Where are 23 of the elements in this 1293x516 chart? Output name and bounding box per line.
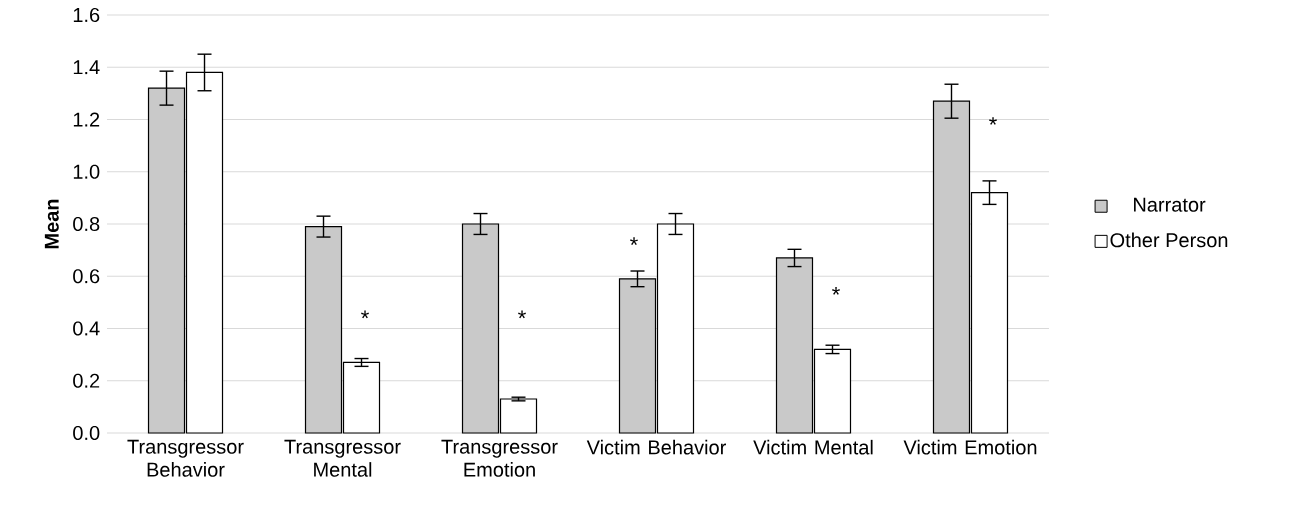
x-tick-label: Victim Mental: [753, 439, 873, 455]
y-tick-label: 1.4: [73, 60, 100, 75]
x-tick-label: Victim Emotion: [903, 439, 1037, 455]
y-tick-label: 0.8: [73, 216, 100, 232]
y-tick-label: 0.6: [73, 269, 100, 284]
y-tick-label: 1.6: [73, 7, 100, 23]
x-tick-label: Victim Behavior: [586, 439, 726, 455]
x-tick-label: Transgressor Mental: [284, 439, 401, 477]
legend-label: Narrator: [1134, 197, 1206, 212]
y-tick-label: 0.2: [73, 373, 100, 388]
y-axis-title: Mean: [44, 199, 59, 249]
y-tick-label: 0.0: [73, 425, 100, 441]
legend-label: Other Person: [1110, 232, 1228, 248]
annotation: *: [630, 237, 638, 246]
annotation: *: [832, 286, 840, 295]
x-tick-label: Transgressor Behavior: [127, 439, 244, 477]
x-tick-label: Transgressor Emotion: [441, 439, 558, 477]
y-tick-label: 1.0: [73, 164, 100, 179]
annotation: *: [989, 117, 997, 125]
y-tick-label: 1.2: [73, 112, 100, 127]
annotation: *: [518, 310, 526, 319]
annotation: *: [361, 310, 369, 319]
y-tick-label: 0.4: [73, 321, 100, 336]
